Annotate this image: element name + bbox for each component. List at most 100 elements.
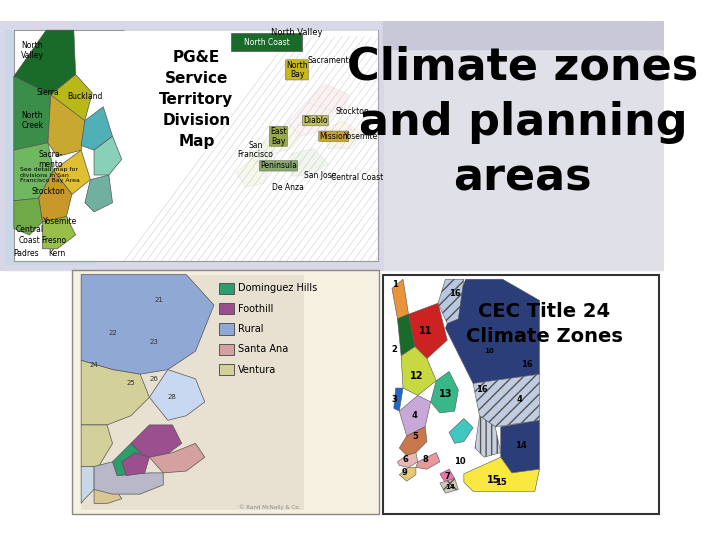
Polygon shape — [50, 75, 92, 123]
Polygon shape — [408, 303, 447, 359]
Text: Stockton: Stockton — [31, 187, 65, 196]
Bar — [220, 323, 234, 335]
Bar — [230, 33, 302, 51]
Text: Santa Ana: Santa Ana — [238, 345, 288, 354]
Polygon shape — [149, 369, 204, 420]
Text: Mission: Mission — [320, 132, 348, 141]
Polygon shape — [42, 217, 76, 249]
Bar — [392, 278, 539, 508]
Polygon shape — [14, 76, 50, 150]
Bar — [72, 270, 379, 515]
Text: Climate zones: Climate zones — [347, 45, 698, 89]
Text: Foothill: Foothill — [238, 303, 274, 314]
Polygon shape — [14, 30, 76, 95]
Text: 9: 9 — [402, 468, 408, 477]
Text: Yosemite: Yosemite — [344, 132, 379, 141]
Polygon shape — [112, 443, 145, 476]
Polygon shape — [475, 416, 500, 457]
Polygon shape — [416, 453, 440, 469]
Polygon shape — [94, 462, 163, 494]
Polygon shape — [446, 279, 539, 383]
Text: and planning: and planning — [359, 101, 687, 144]
Text: 28: 28 — [168, 394, 177, 400]
Polygon shape — [131, 425, 181, 457]
Text: San Jose: San Jose — [304, 171, 336, 179]
Bar — [14, 30, 378, 261]
Text: 11: 11 — [419, 326, 433, 336]
Text: East
Bay: East Bay — [270, 127, 287, 146]
Text: areas: areas — [454, 156, 593, 199]
Text: 15: 15 — [487, 475, 500, 485]
Text: 6: 6 — [402, 455, 409, 463]
Polygon shape — [440, 469, 454, 483]
Text: Climate Zones: Climate Zones — [466, 327, 623, 346]
Polygon shape — [401, 347, 436, 395]
Bar — [383, 21, 664, 49]
Text: Dominguez Hills: Dominguez Hills — [238, 284, 318, 293]
Bar — [220, 303, 234, 314]
Polygon shape — [400, 467, 416, 481]
Polygon shape — [14, 143, 53, 201]
Bar — [220, 364, 234, 375]
Text: CEC Title 24: CEC Title 24 — [478, 302, 610, 321]
Polygon shape — [149, 443, 204, 473]
Polygon shape — [94, 136, 122, 175]
Text: 1: 1 — [392, 280, 397, 289]
Polygon shape — [53, 150, 91, 194]
Text: 10: 10 — [454, 457, 466, 467]
Text: 14: 14 — [445, 484, 455, 490]
Bar — [81, 275, 305, 510]
Text: PG&E
Service
Territory
Division
Map: PG&E Service Territory Division Map — [159, 50, 233, 149]
Text: Central Coast: Central Coast — [330, 173, 383, 183]
Polygon shape — [292, 148, 328, 176]
Polygon shape — [122, 453, 149, 476]
Text: Peninsula: Peninsula — [260, 161, 297, 170]
Polygon shape — [81, 467, 94, 503]
Polygon shape — [400, 427, 427, 455]
Polygon shape — [81, 425, 112, 467]
Text: Rural: Rural — [238, 324, 264, 334]
Text: 21: 21 — [154, 296, 163, 302]
Text: 10: 10 — [484, 348, 494, 354]
Text: North
Valley: North Valley — [21, 41, 44, 60]
Text: 4: 4 — [411, 411, 417, 420]
Text: 22: 22 — [108, 330, 117, 336]
Text: 24: 24 — [90, 362, 99, 368]
Text: 7: 7 — [444, 472, 450, 481]
Text: Sacramento: Sacramento — [307, 56, 354, 65]
Text: 23: 23 — [150, 339, 158, 345]
Text: 16: 16 — [449, 289, 461, 299]
Text: Sacra-
mento: Sacra- mento — [38, 150, 63, 169]
Polygon shape — [325, 120, 361, 148]
Polygon shape — [39, 171, 72, 222]
Text: Fresno: Fresno — [41, 236, 66, 245]
Text: 25: 25 — [127, 380, 135, 386]
Polygon shape — [125, 30, 378, 261]
Polygon shape — [431, 372, 459, 413]
Text: 13: 13 — [438, 389, 452, 400]
Bar — [220, 283, 234, 294]
Polygon shape — [236, 159, 269, 187]
Polygon shape — [306, 84, 348, 113]
Polygon shape — [81, 275, 214, 374]
Text: Central
Coast: Central Coast — [15, 225, 44, 245]
Polygon shape — [400, 395, 431, 436]
Polygon shape — [397, 453, 418, 467]
Text: Ventura: Ventura — [238, 364, 276, 375]
Polygon shape — [449, 418, 473, 443]
Polygon shape — [94, 485, 122, 503]
Polygon shape — [48, 95, 85, 157]
Text: 26: 26 — [150, 376, 158, 382]
Bar — [383, 275, 660, 515]
Text: 16: 16 — [521, 361, 533, 369]
Bar — [4, 30, 96, 265]
Polygon shape — [288, 102, 334, 136]
Text: 2: 2 — [392, 345, 397, 354]
Text: Stockton: Stockton — [336, 107, 369, 116]
Polygon shape — [473, 374, 539, 427]
Polygon shape — [392, 279, 408, 319]
Text: North Valley: North Valley — [271, 29, 323, 37]
Text: 14: 14 — [516, 441, 527, 450]
Text: Buckland: Buckland — [67, 92, 102, 101]
Text: 4: 4 — [516, 395, 522, 403]
